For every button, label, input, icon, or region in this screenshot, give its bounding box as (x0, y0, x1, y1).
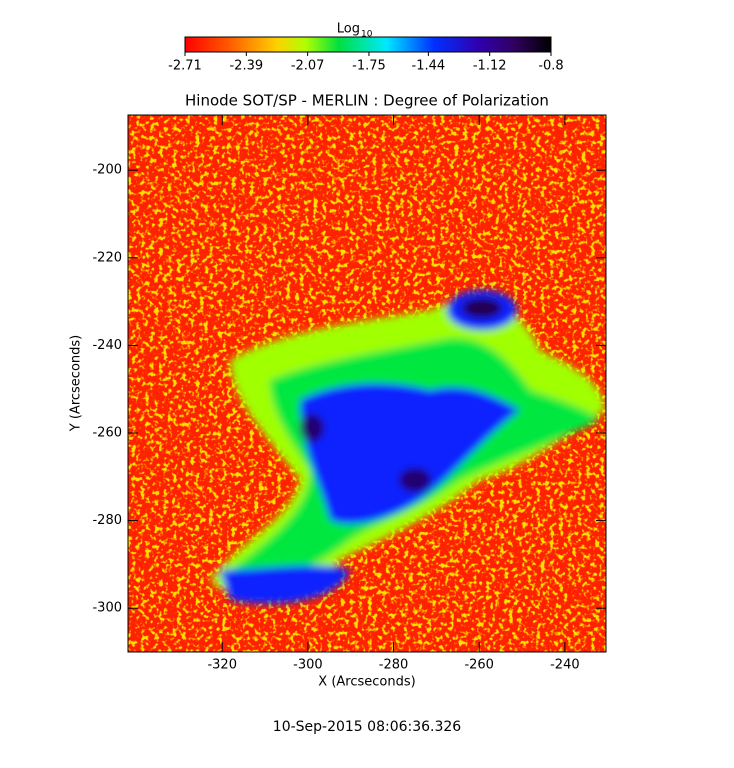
colorbar-tick-label: -1.12 (473, 59, 507, 74)
y-tick-label: -200 (92, 163, 122, 178)
plot-frame (127, 114, 607, 653)
colorbar-tick-label: -2.39 (229, 59, 263, 74)
y-tick-label: -220 (92, 250, 122, 265)
chart-title: Hinode SOT/SP - MERLIN : Degree of Polar… (185, 92, 549, 110)
colorbar-tick-label: -1.44 (412, 59, 446, 74)
x-tick-label: -260 (464, 658, 494, 673)
x-tick-label: -320 (207, 658, 237, 673)
colorbar-tick-label: -2.07 (291, 59, 325, 74)
polarization-image (128, 115, 606, 652)
y-axis-label: Y (Arcseconds) (69, 335, 84, 432)
colorbar-title-subscript: 10 (361, 30, 373, 40)
colorbar-title: Log (337, 22, 360, 37)
colorbar-tick-label: -0.8 (538, 59, 563, 74)
y-tick-label: -280 (92, 513, 122, 528)
x-axis-label: X (Arcseconds) (318, 675, 415, 690)
colorbar-tick-label: -2.71 (168, 59, 202, 74)
colorbar (184, 36, 552, 53)
y-tick-label: -300 (92, 601, 122, 616)
footer-date: 10-Sep-2015 08:06:36.326 (273, 719, 462, 735)
x-tick-label: -280 (379, 658, 409, 673)
x-tick-label: -240 (550, 658, 580, 673)
x-tick-label: -300 (293, 658, 323, 673)
y-tick-label: -260 (92, 425, 122, 440)
colorbar-tick-label: -1.75 (352, 59, 386, 74)
y-tick-label: -240 (92, 338, 122, 353)
